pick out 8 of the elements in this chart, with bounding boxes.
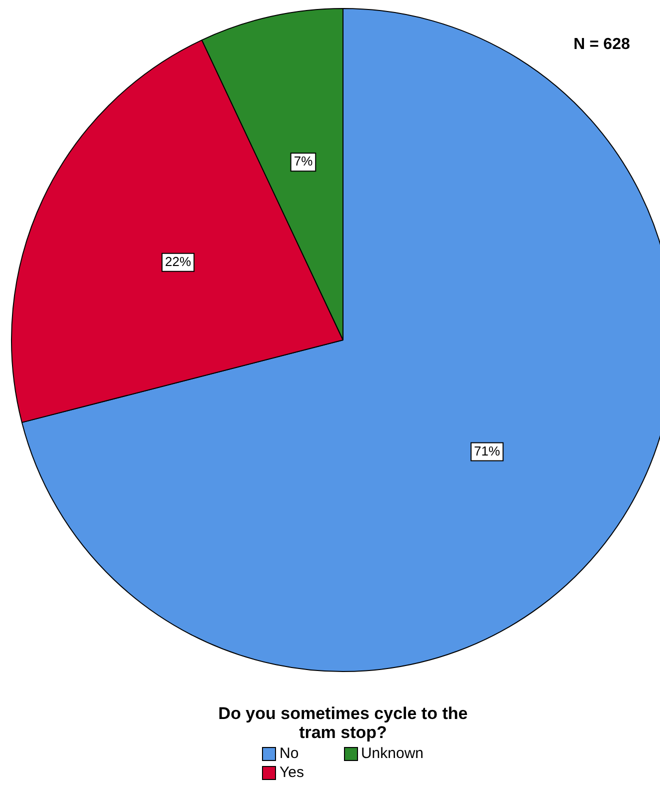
legend-label: Unknown <box>360 744 424 763</box>
legend-label: Yes <box>279 763 304 782</box>
data-label: 22% <box>165 254 192 269</box>
data-label: 7% <box>294 154 314 169</box>
text: N = 628 <box>574 36 630 54</box>
data-label: 71% <box>474 443 501 458</box>
legend-label: No <box>279 744 299 763</box>
legend-title: Do you sometimes cycle to the tram stop? <box>217 704 469 742</box>
